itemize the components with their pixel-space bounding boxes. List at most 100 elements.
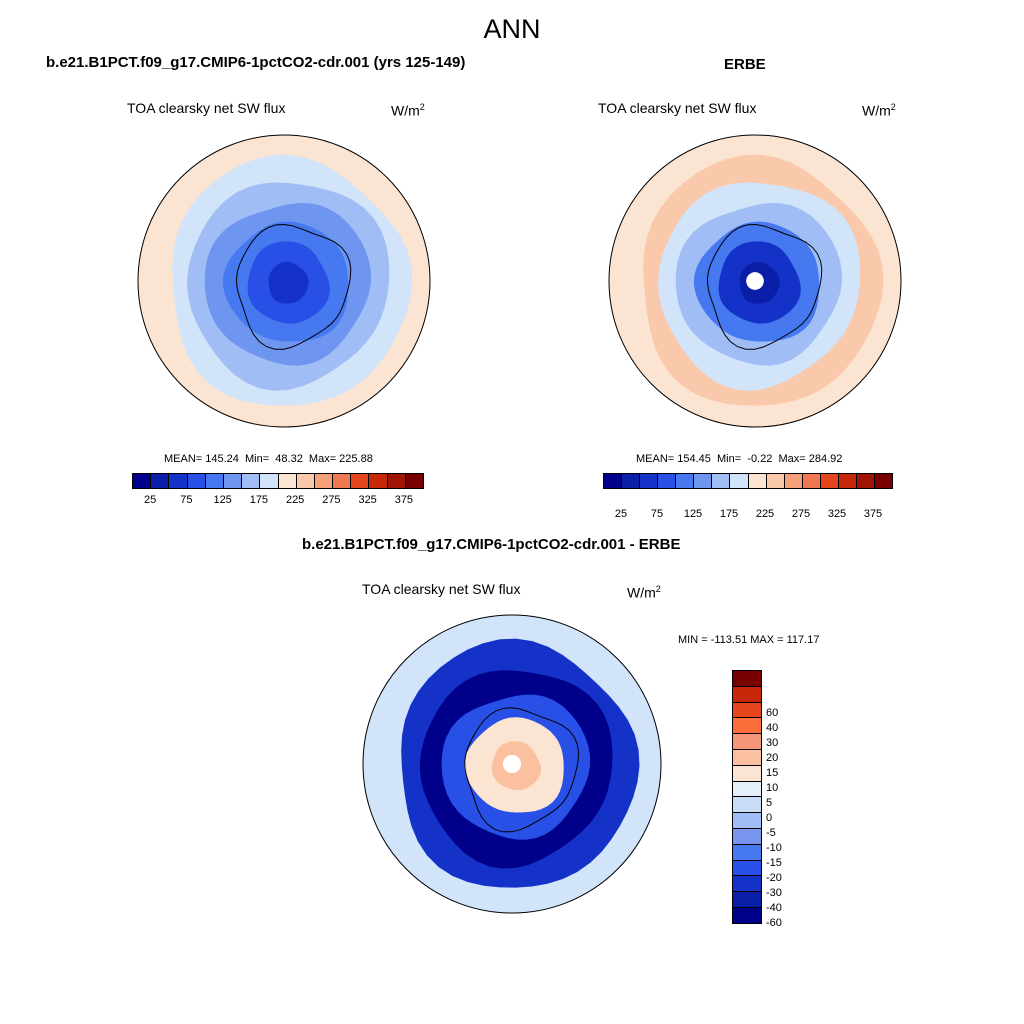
cb2-swatch-14: [856, 474, 875, 488]
panel1-title: b.e21.B1PCT.f09_g17.CMIP6-1pctCO2-cdr.00…: [46, 54, 466, 71]
cb2-swatch-4: [676, 474, 695, 488]
map1-boundary: [137, 134, 431, 428]
cb3t-label-4: 15: [766, 767, 779, 779]
panel1-colorbar-ticks: 25 75 125 175 225 275 325 375: [132, 494, 422, 508]
panel1-variable-label: TOA clearsky net SW flux: [127, 100, 286, 116]
cb2-swatch-12: [820, 474, 839, 488]
cb2t-label-4: 225: [755, 508, 775, 520]
panel2-variable-label: TOA clearsky net SW flux: [598, 100, 757, 116]
cb1-swatch-6: [242, 474, 261, 488]
cb2-swatch-8: [748, 474, 767, 488]
cb3-swatch-14: [733, 892, 761, 908]
cb1t-label-7: 375: [394, 494, 414, 506]
panel1-colorbar: [132, 473, 424, 489]
cb2-swatch-2: [640, 474, 659, 488]
cb1t-label-5: 275: [322, 494, 341, 506]
cb1-swatch-1: [151, 474, 170, 488]
cb3t-label-6: 5: [766, 797, 773, 809]
cb3-swatch-3: [733, 718, 761, 735]
map3-coastline: [464, 707, 580, 833]
panel2-stats: MEAN= 154.45 Min= -0.22 Max= 284.92: [636, 453, 843, 465]
cb3-swatch-8: [733, 797, 761, 814]
cb3t-label-1: 40: [766, 722, 779, 734]
panel2-colorbar-ticks: 25 75 125 175 225 275 325 375: [603, 508, 891, 522]
map2-boundary: [608, 134, 902, 428]
cb3t-label-11: -20: [766, 872, 782, 884]
cb3t-label-5: 10: [766, 782, 779, 794]
map2-pole-hole: [746, 272, 764, 290]
cb3t-label-7: 0: [766, 812, 773, 824]
cb1t-label-4: 225: [285, 494, 305, 506]
cb1t-label-0: 25: [144, 494, 157, 506]
panel3-variable-label: TOA clearsky net SW flux: [362, 581, 521, 597]
cb1t-label-6: 325: [358, 494, 377, 506]
cb2-swatch-15: [874, 474, 892, 488]
cb1t-label-3: 175: [249, 494, 269, 506]
cb3-swatch-12: [733, 860, 761, 877]
cb1-swatch-4: [205, 474, 224, 488]
cb1-swatch-7: [260, 474, 279, 488]
panel2-units: W/m2: [862, 102, 896, 119]
cb3t-label-10: -15: [766, 857, 782, 869]
panel3-colorbar: [732, 670, 762, 924]
map1-coastline: [235, 223, 352, 350]
cb3-swatch-6: [733, 765, 761, 782]
cb2-swatch-6: [712, 474, 731, 488]
cb2-swatch-11: [802, 474, 821, 488]
map3-pole-hole: [503, 755, 521, 773]
cb3t-label-14: -60: [766, 917, 782, 929]
cb1-swatch-8: [278, 474, 297, 488]
cb3-swatch-10: [733, 828, 761, 845]
cb1t-label-2: 125: [213, 494, 232, 506]
cb3-swatch-13: [733, 876, 761, 893]
cb1-swatch-0: [133, 474, 152, 488]
cb3-swatch-5: [733, 749, 761, 766]
cb2-swatch-1: [622, 474, 641, 488]
cb1-swatch-13: [369, 474, 388, 488]
cb2-swatch-7: [730, 474, 749, 488]
cb3t-label-9: -10: [766, 842, 782, 854]
panel3-colorbar-ticks: 60 40 30 20 15 10 5 0 -5 -10 -15 -20 -30 -40 -60: [766, 698, 806, 938]
cb2-swatch-13: [838, 474, 857, 488]
panel2-polar-map: [608, 134, 902, 428]
map1-field: [138, 135, 430, 427]
cb1-swatch-11: [333, 474, 352, 488]
map3-boundary: [362, 614, 662, 914]
cb3-swatch-9: [733, 813, 761, 829]
cb1-swatch-15: [405, 474, 423, 488]
cb3-swatch-2: [733, 702, 761, 719]
cb3t-label-2: 30: [766, 737, 779, 749]
cb1-swatch-9: [296, 474, 315, 488]
cb3t-label-12: -30: [766, 887, 782, 899]
panel3-title: b.e21.B1PCT.f09_g17.CMIP6-1pctCO2-cdr.00…: [302, 536, 681, 553]
cb3-swatch-0: [733, 671, 761, 687]
panel1-stats: MEAN= 145.24 Min= 48.32 Max= 225.88: [164, 453, 373, 465]
panel3-polar-map: [362, 614, 662, 914]
cb2-swatch-10: [784, 474, 803, 488]
cb2t-label-5: 275: [791, 508, 811, 520]
cb1-swatch-10: [314, 474, 334, 488]
cb1t-label-1: 75: [180, 494, 193, 506]
cb2-swatch-3: [658, 474, 677, 488]
cb1-swatch-14: [387, 474, 406, 488]
cb1-swatch-3: [187, 474, 206, 488]
panel3-units: W/m2: [627, 584, 661, 601]
cb2t-label-2: 125: [683, 508, 703, 520]
cb2-swatch-0: [604, 474, 623, 488]
cb3-swatch-4: [733, 734, 761, 750]
cb2-swatch-9: [766, 474, 785, 488]
panel2-colorbar: [603, 473, 893, 489]
map1-contour-band-6: [268, 261, 309, 304]
cb3t-label-0: 60: [766, 707, 779, 719]
panel2-title: ERBE: [724, 56, 766, 73]
cb1-swatch-12: [351, 474, 370, 488]
cb3t-label-13: -40: [766, 902, 782, 914]
map2-coastline: [706, 223, 823, 350]
cb3-swatch-15: [733, 907, 761, 923]
cb3-swatch-1: [733, 686, 761, 703]
cb2t-label-3: 175: [719, 508, 739, 520]
cb1-swatch-5: [223, 474, 243, 488]
cb3-swatch-11: [733, 844, 761, 861]
panel1-units: W/m2: [391, 102, 425, 119]
cb2t-label-6: 325: [827, 508, 847, 520]
